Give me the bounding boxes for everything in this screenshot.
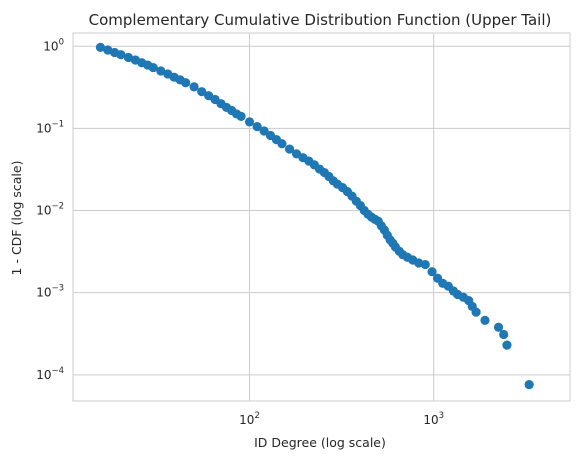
x-axis-label: ID Degree (log scale) (254, 435, 386, 450)
data-point (123, 52, 134, 63)
x-axis-ticks: 102 103 (239, 411, 444, 427)
x-tick-label: 102 (239, 411, 260, 427)
data-point (277, 139, 287, 149)
data-point (236, 111, 246, 121)
data-point (502, 340, 512, 350)
y-tick-label: 10−4 (36, 366, 64, 382)
data-point (493, 322, 504, 332)
y-axis-label: 1 - CDF (log scale) (9, 161, 24, 276)
data-point (95, 42, 106, 52)
data-point (116, 50, 126, 60)
data-point (259, 126, 269, 136)
grid-lines (73, 33, 570, 401)
chart-title: Complementary Cumulative Distribution Fu… (89, 11, 552, 29)
scatter-points (95, 42, 534, 390)
x-tick-label: 103 (423, 411, 444, 427)
data-point (197, 87, 207, 97)
data-point (244, 117, 255, 127)
y-axis-ticks: 100 10−1 10−2 10−3 10−4 (36, 37, 64, 382)
data-point (189, 82, 199, 92)
data-point (420, 259, 430, 270)
data-point (524, 380, 534, 390)
y-tick-label: 100 (43, 37, 64, 53)
plot-frame (72, 32, 571, 402)
data-point (156, 66, 166, 76)
y-tick-label: 10−3 (36, 284, 64, 300)
data-point (181, 78, 191, 88)
data-point (148, 62, 158, 73)
data-point (427, 267, 437, 277)
data-point (284, 144, 295, 154)
y-tick-label: 10−1 (36, 119, 64, 135)
data-point (499, 329, 509, 340)
data-point (471, 307, 481, 317)
data-point (480, 315, 490, 325)
data-point (252, 122, 262, 132)
y-tick-label: 10−2 (36, 202, 64, 218)
